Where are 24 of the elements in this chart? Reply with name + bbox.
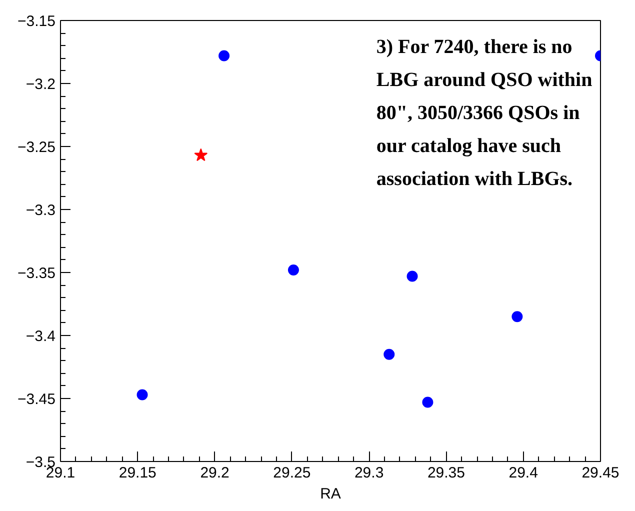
x-tick-label: 29.2 [200, 464, 230, 482]
y-tick-label: −3.25 [18, 139, 56, 156]
y-tick-label: −3.4 [26, 328, 56, 345]
point [136, 389, 148, 400]
x-tick-label: 29.3 [354, 464, 384, 482]
x-tick-label: 29.45 [582, 464, 620, 482]
y-tick-label: −3.35 [18, 265, 56, 282]
point [406, 270, 418, 282]
y-tick-label: −3.45 [18, 391, 56, 408]
point [288, 264, 299, 276]
point [512, 311, 523, 322]
y-tick-label: −3.2 [26, 76, 56, 93]
point [218, 50, 230, 62]
x-tick-label: 29.25 [273, 464, 311, 482]
x-axis-title: RA [320, 486, 341, 502]
annotation: 3) For 7240, there is no LBG around QSO within 80", 3050/3366 QSOs in our catalog have such association with LBGs. [376, 36, 592, 190]
x-tick-label: 29.35 [427, 464, 465, 482]
x-tick-label: 29.4 [508, 464, 538, 482]
point [384, 348, 395, 360]
x-tick-label: 29.15 [118, 464, 156, 482]
y-tick-label: −3.3 [26, 202, 56, 219]
point [422, 396, 434, 408]
y-tick-label: −3.15 [18, 13, 56, 30]
point [194, 148, 208, 162]
